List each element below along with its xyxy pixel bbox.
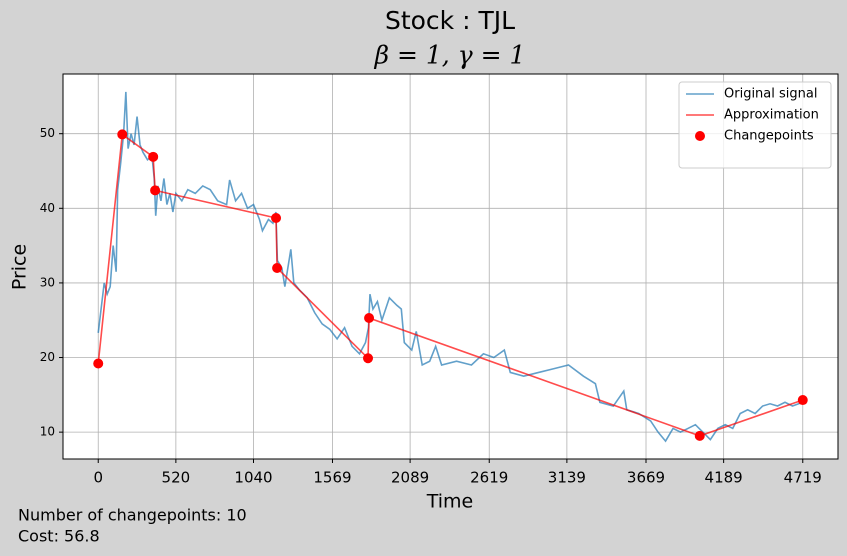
x-axis-label: Time (426, 491, 474, 513)
changepoint (694, 430, 705, 441)
y-axis-label: Price (9, 244, 31, 290)
x-tick-label: 1569 (313, 469, 351, 487)
changepoint (150, 185, 161, 196)
y-tick-label: 50 (40, 126, 55, 140)
x-tick-label: 2619 (470, 469, 508, 487)
legend-label: Changepoints (724, 129, 814, 144)
y-tick-label: 40 (40, 201, 55, 215)
x-tick-label: 3139 (548, 469, 586, 487)
changepoint (364, 312, 375, 323)
legend-marker (695, 131, 705, 141)
changepoint (271, 213, 282, 224)
x-tick-label: 1040 (234, 469, 272, 487)
series-line (97, 132, 804, 437)
x-tick-label: 0 (93, 469, 103, 487)
chart-subtitle: β = 1, γ = 1 (374, 41, 526, 70)
legend-label: Approximation (724, 108, 819, 123)
y-tick-label: 30 (40, 275, 55, 289)
changepoint (117, 129, 128, 140)
x-tick-label: 3669 (627, 469, 665, 487)
legend-label: Original signal (724, 87, 817, 102)
legend-box (678, 81, 832, 169)
axes-frame (62, 73, 839, 460)
annotation: Cost: 56.8 (18, 527, 100, 546)
chart-title: Stock : TJL (385, 6, 515, 35)
changepoint (363, 353, 374, 364)
changepoint (148, 151, 159, 162)
series-line (97, 91, 804, 443)
y-tick-label: 20 (40, 350, 55, 364)
x-tick-label: 4719 (784, 469, 822, 487)
annotation: Number of changepoints: 10 (18, 506, 247, 525)
x-tick-label: 520 (162, 469, 191, 487)
x-tick-label: 4189 (705, 469, 743, 487)
changepoint (797, 395, 808, 406)
y-tick-label: 10 (40, 425, 55, 439)
changepoint (272, 262, 283, 273)
changepoint (93, 358, 104, 369)
x-tick-label: 2089 (391, 469, 429, 487)
